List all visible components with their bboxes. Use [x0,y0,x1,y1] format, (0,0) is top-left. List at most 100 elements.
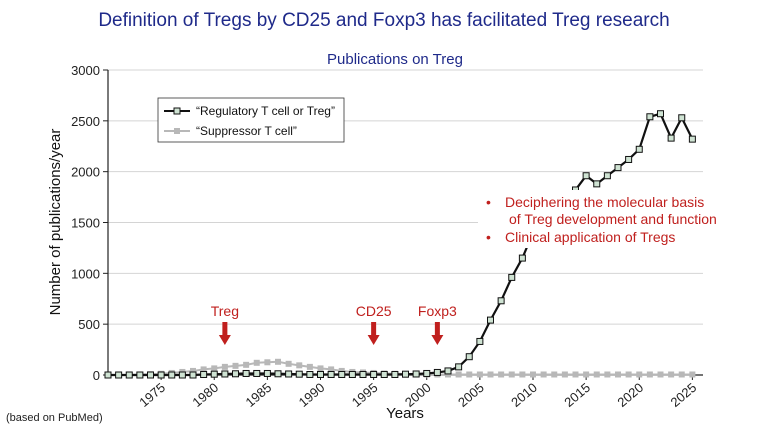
data-point [178,371,186,379]
data-point [455,371,462,378]
data-point [582,172,590,180]
data-point [625,371,632,378]
data-point [668,371,675,378]
bullet-background [478,190,726,248]
annotation-arrow [431,322,444,345]
y-tick-label: 2500 [71,114,100,129]
data-point [412,370,420,378]
data-point [285,360,292,367]
data-point [200,370,208,378]
data-point [540,371,547,378]
data-point [593,180,601,188]
data-point [444,367,452,375]
legend-swatch-marker [174,128,180,134]
y-tick-label: 3000 [71,63,100,78]
data-point [295,370,303,378]
legend-label: “Suppressor T cell” [196,124,297,138]
x-tick-label: 2010 [508,380,540,410]
data-point [327,370,335,378]
data-point [445,371,451,378]
data-point [423,369,431,377]
data-point [275,358,281,365]
data-point [518,254,526,262]
data-point [455,363,463,371]
data-point [115,371,123,379]
data-point [614,164,622,172]
footnote: (based on PubMed) [6,412,103,424]
legend-swatch-marker [173,107,181,115]
data-point [221,363,228,370]
data-point [348,370,356,378]
y-tick-label: 500 [78,317,100,332]
annotations: Treg CD25 Foxp3 [211,303,457,345]
data-point [264,359,271,366]
data-point [476,371,483,378]
data-point [253,369,261,377]
data-point [328,366,335,373]
data-point [232,362,239,369]
data-point [338,370,346,378]
bullet-text: Clinical application of Tregs [505,229,675,245]
data-point [210,370,218,378]
bullet-symbol: • [486,194,491,210]
data-point [391,370,399,378]
legend-box [157,97,345,143]
data-point [466,371,473,378]
data-point [317,365,324,372]
x-tick-label: 1990 [296,380,328,410]
annotation-arrow [218,322,231,345]
data-point [125,371,133,379]
x-tick-label: 2005 [455,380,487,410]
data-point [306,370,314,378]
data-point [243,361,250,368]
bullet-text: of Treg development and function [509,211,717,227]
legend-label: “Regulatory T cell or Treg” [196,104,335,118]
bullet-symbol: • [486,229,491,245]
annotation-label: Foxp3 [418,303,457,319]
data-point [221,370,229,378]
data-point [253,359,260,366]
data-point [508,371,515,378]
data-point [104,371,112,379]
data-point [635,145,643,153]
x-tick-label: 1975 [136,380,168,410]
x-tick-label: 1980 [189,380,221,410]
x-tick-label: 2015 [561,380,593,410]
data-point [636,371,643,378]
annotation-arrow [367,322,380,345]
data-point [678,114,686,122]
data-point [688,135,696,143]
data-point [189,371,197,379]
data-point [593,371,600,378]
data-point [561,371,568,378]
data-point [646,113,654,121]
y-tick-label: 1500 [71,216,100,231]
data-point [487,371,494,378]
data-point [317,370,324,378]
data-point [359,370,367,378]
annotation-label: CD25 [356,303,392,319]
data-point [689,371,696,378]
data-point [646,371,653,378]
data-point [190,367,196,374]
slide-title: Definition of Tregs by CD25 and Foxp3 ha… [98,10,670,31]
data-point [274,370,282,378]
x-tick-label: 2020 [614,380,646,410]
data-point [615,371,621,378]
legend: “Regulatory T cell or Treg” “Suppressor T… [157,97,345,143]
data-point [211,365,218,372]
x-tick-label: 1995 [349,380,381,410]
data-point [338,367,345,374]
data-point [667,134,675,142]
series-layer [104,110,696,379]
data-point [604,371,611,378]
data-point [583,371,590,378]
data-point [306,363,313,370]
data-point [657,371,664,378]
data-point [476,337,484,345]
data-point [285,370,293,378]
data-point [147,371,154,379]
data-point [200,366,207,373]
